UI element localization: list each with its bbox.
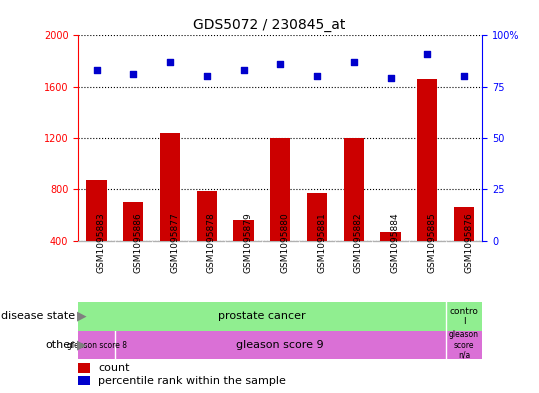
Bar — [78, 363, 91, 373]
Text: GSM1095880: GSM1095880 — [280, 212, 289, 273]
Bar — [151, 241, 189, 301]
Bar — [115, 331, 446, 359]
Bar — [160, 133, 180, 292]
Point — [129, 71, 137, 77]
Text: gleason
score
n/a: gleason score n/a — [449, 330, 479, 360]
Bar — [225, 241, 262, 301]
Text: percentile rank within the sample: percentile rank within the sample — [99, 376, 286, 386]
Bar — [262, 241, 299, 301]
Bar — [299, 241, 335, 301]
Text: disease state: disease state — [1, 311, 75, 321]
Bar — [78, 376, 91, 386]
Bar — [409, 241, 446, 301]
Bar — [446, 302, 482, 331]
Point — [276, 61, 285, 67]
Text: count: count — [99, 363, 130, 373]
Bar — [372, 241, 409, 301]
Bar — [197, 191, 217, 292]
Bar — [270, 138, 291, 292]
Text: gleason score 8: gleason score 8 — [66, 341, 127, 349]
Text: GSM1095876: GSM1095876 — [464, 212, 473, 273]
Bar — [86, 180, 107, 292]
Text: GSM1095879: GSM1095879 — [244, 212, 253, 273]
Text: ▶: ▶ — [77, 310, 86, 323]
Point — [92, 67, 101, 73]
Text: GDS5072 / 230845_at: GDS5072 / 230845_at — [194, 18, 345, 32]
Point — [239, 67, 248, 73]
Bar — [446, 331, 482, 359]
Bar — [381, 231, 400, 292]
Point — [460, 73, 468, 79]
Text: GSM1095884: GSM1095884 — [391, 212, 399, 273]
Point — [423, 51, 432, 57]
Point — [313, 73, 321, 79]
Text: GSM1095883: GSM1095883 — [96, 212, 106, 273]
Point — [349, 59, 358, 65]
Point — [165, 59, 174, 65]
Text: GSM1095878: GSM1095878 — [207, 212, 216, 273]
Bar — [417, 79, 437, 292]
Text: ▶: ▶ — [77, 338, 86, 352]
Text: GSM1095886: GSM1095886 — [133, 212, 142, 273]
Bar — [233, 220, 254, 292]
Text: GSM1095882: GSM1095882 — [354, 212, 363, 273]
Point — [203, 73, 211, 79]
Point — [386, 75, 395, 82]
Text: GSM1095885: GSM1095885 — [427, 212, 436, 273]
Bar — [446, 241, 482, 301]
Text: gleason score 9: gleason score 9 — [237, 340, 324, 350]
Bar — [344, 138, 364, 292]
Bar — [78, 331, 115, 359]
Bar — [335, 241, 372, 301]
Bar — [115, 241, 151, 301]
Bar — [123, 202, 143, 292]
Text: contro
l: contro l — [450, 307, 479, 326]
Text: GSM1095877: GSM1095877 — [170, 212, 179, 273]
Bar — [189, 241, 225, 301]
Text: prostate cancer: prostate cancer — [218, 311, 306, 321]
Bar — [307, 193, 327, 292]
Text: other: other — [46, 340, 75, 350]
Text: GSM1095881: GSM1095881 — [317, 212, 326, 273]
Bar — [78, 241, 115, 301]
Bar — [454, 207, 474, 292]
